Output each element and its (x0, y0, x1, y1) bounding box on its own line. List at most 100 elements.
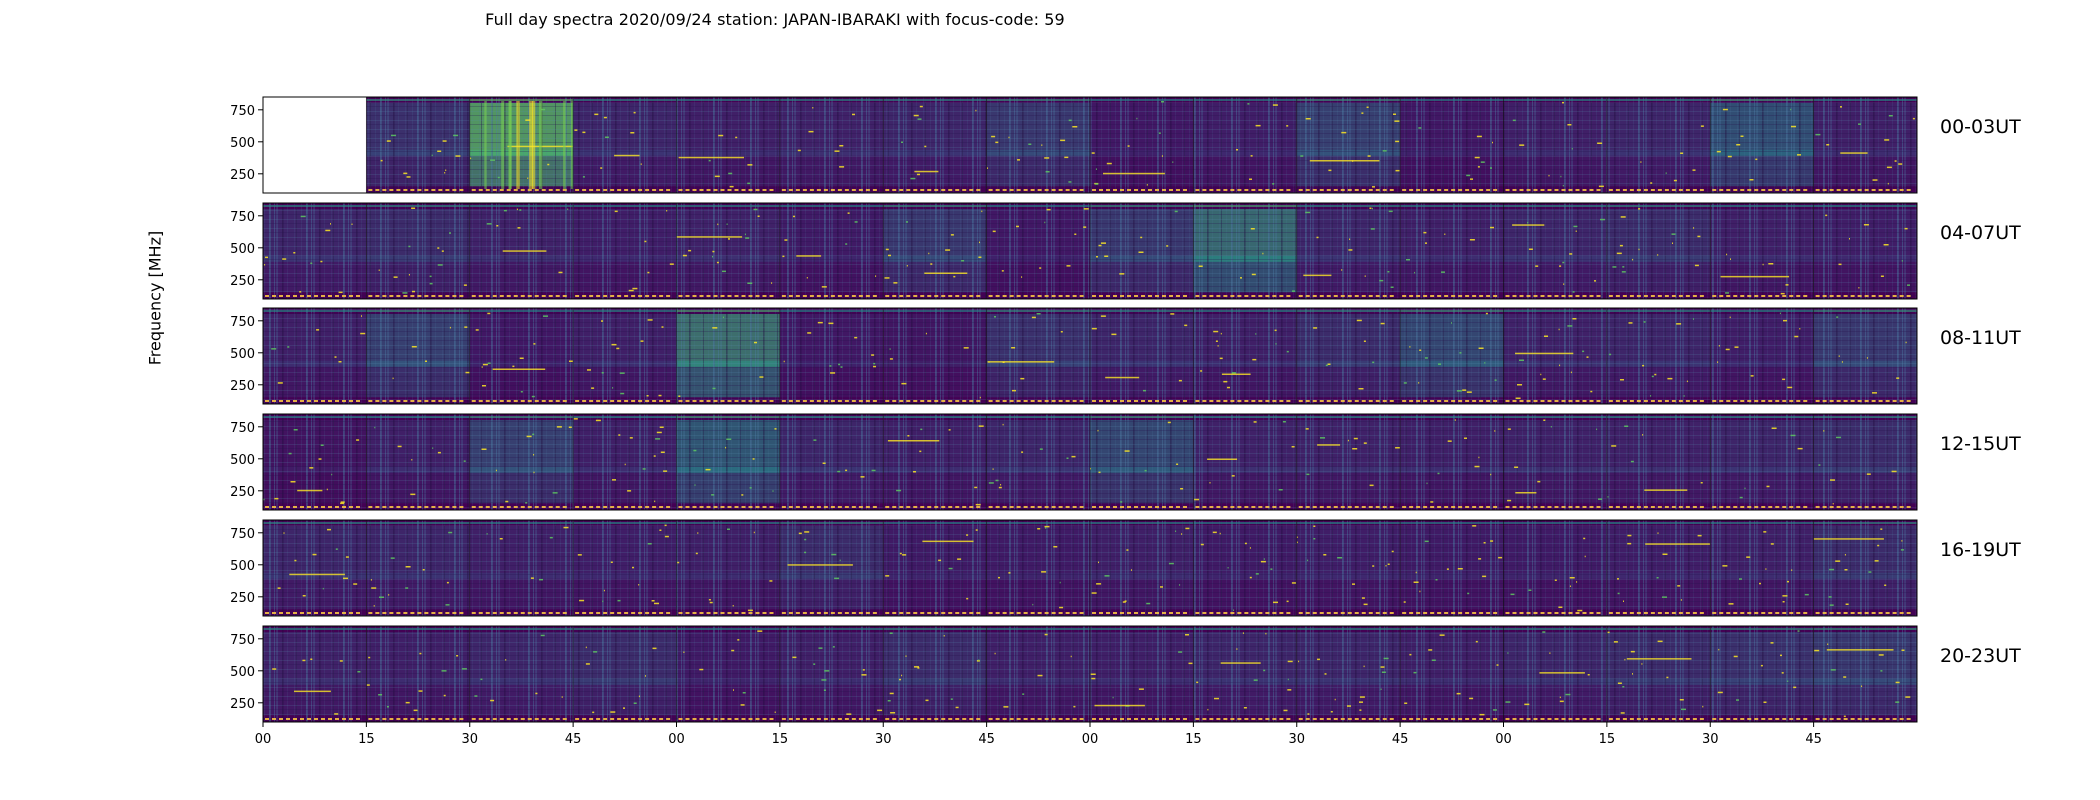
spectrum-segment (1503, 308, 1607, 404)
row-frame (262, 96, 1918, 194)
spectrum-segment (1606, 520, 1718, 616)
spectra-row-16-19UT: 750 500 250 16-19UT (230, 519, 2021, 617)
y-tick-label: 250 (230, 591, 255, 606)
spectrum-segment (469, 203, 574, 299)
spectrum-segment (572, 626, 677, 722)
spectrum-segment (1296, 414, 1401, 510)
spectrum-segment (365, 414, 470, 510)
spectrum-segment (1296, 626, 1401, 722)
spectrum-segment (1606, 203, 1711, 299)
x-tick-label: 15 (772, 732, 789, 747)
y-tick-label: 250 (230, 485, 255, 500)
spectrum-segment (262, 520, 367, 616)
y-tick-label: 250 (230, 379, 255, 394)
spectrum-segment (1089, 626, 1194, 722)
x-tick-label: 30 (1702, 732, 1719, 747)
spectrum-segment (1192, 203, 1297, 299)
spectrum-segment (1709, 520, 1814, 616)
spectrum-segment (676, 520, 780, 616)
spectrum-segment (986, 97, 1090, 193)
spectrum-segment (469, 626, 574, 722)
spectrum-segment (365, 308, 471, 404)
row-label: 00-03UT (1940, 116, 2021, 138)
spectrum-segment (469, 520, 574, 616)
spectrum-segment (572, 203, 677, 299)
y-tick-label: 250 (230, 274, 255, 289)
spectrum-segment (262, 308, 367, 404)
y-tick-label: 500 (230, 347, 255, 362)
row-label: 16-19UT (1940, 539, 2021, 561)
spectrum-segment (1606, 626, 1711, 722)
x-tick-label: 30 (875, 732, 892, 747)
x-tick-label: 00 (255, 732, 272, 747)
x-tick-label: 45 (1805, 732, 1822, 747)
spectrum-segment (1399, 203, 1504, 299)
y-tick-label: 500 (230, 453, 255, 468)
spectrum-segment (1503, 626, 1607, 722)
spectrum-segment (779, 308, 884, 404)
x-tick-label: 15 (1599, 732, 1616, 747)
spectrum-segment (262, 203, 367, 299)
spectra-row-20-23UT: 750 500 250 20-23UT (230, 625, 2021, 723)
row-label: 20-23UT (1940, 645, 2021, 667)
spectrum-segment (882, 414, 987, 510)
spectrum-segment (676, 414, 780, 510)
spectrum-segment (572, 520, 677, 616)
spectrum-segment (1089, 97, 1194, 193)
spectrum-segment (986, 308, 1090, 404)
y-tick-label: 750 (230, 421, 255, 436)
spectrum-segment (1296, 203, 1401, 299)
y-tick-label: 750 (230, 633, 255, 648)
spectra-row-00-03UT: 750 500 250 00-03UT (230, 96, 2021, 194)
spectrum-segment (1503, 203, 1607, 299)
row-frame (262, 202, 1918, 300)
spectrum-segment (1399, 520, 1504, 616)
spectrum-segment (676, 626, 780, 722)
spectrum-segment (365, 520, 470, 616)
x-tick-label: 00 (668, 732, 685, 747)
spectrum-segment (1503, 520, 1607, 616)
spectrum-segment (986, 520, 1090, 616)
x-tick-label: 00 (1082, 732, 1099, 747)
spectrum-segment (779, 626, 884, 722)
spectrum-segment (1606, 308, 1711, 404)
x-tick-label: 45 (565, 732, 582, 747)
spectrum-segment (882, 308, 987, 404)
spectrum-segment (1709, 308, 1814, 404)
y-tick-label: 500 (230, 242, 255, 257)
spectrum-segment (262, 414, 367, 510)
y-tick-label: 750 (230, 527, 255, 542)
spectrum-segment (365, 97, 470, 193)
spectrum-segment (676, 308, 780, 404)
x-tick-label: 45 (1392, 732, 1409, 747)
spectrum-segment (1089, 308, 1194, 404)
x-tick-label: 15 (1185, 732, 1202, 747)
x-tick-label: 30 (461, 732, 478, 747)
spectrum-segment (1399, 626, 1504, 722)
spectrum-segment (1813, 414, 1917, 510)
spectrum-segment (1089, 520, 1194, 616)
spectrum-segment (1296, 308, 1401, 404)
spectrum-segment (1192, 97, 1297, 193)
spectrum-segment (1709, 414, 1814, 510)
y-tick-label: 250 (230, 697, 255, 712)
spectrum-segment (1813, 626, 1917, 722)
spectrum-segment (572, 308, 677, 404)
spectrum-segment (1606, 414, 1711, 510)
spectrum-segment (779, 520, 884, 616)
y-tick-label: 250 (230, 168, 255, 183)
spectrum-segment (1192, 414, 1297, 510)
spectrum-segment (1399, 308, 1504, 404)
spectrum-segment (1813, 97, 1917, 193)
row-frame (262, 519, 1918, 617)
spectrum-segment (365, 203, 470, 299)
chart-title: Full day spectra 2020/09/24 station: JAP… (485, 10, 1065, 29)
y-tick-label: 750 (230, 104, 255, 119)
spectrum-segment (779, 203, 884, 299)
spectrum-segment (986, 626, 1090, 722)
row-label: 08-11UT (1940, 327, 2021, 349)
y-tick-label: 500 (230, 559, 255, 574)
spectrum-segment (882, 203, 987, 299)
